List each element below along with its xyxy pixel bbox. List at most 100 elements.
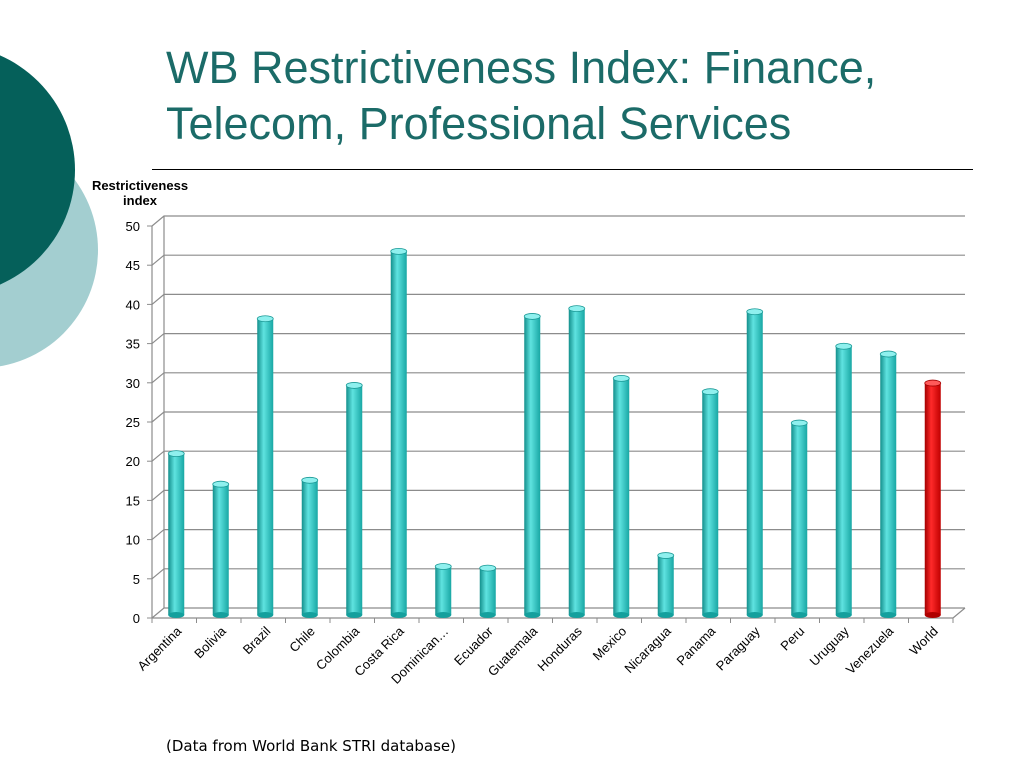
y-tick-label: 25 bbox=[126, 415, 140, 430]
bar-world bbox=[924, 379, 942, 618]
y-tick-label: 15 bbox=[126, 493, 140, 508]
y-tick-label: 5 bbox=[133, 572, 140, 587]
bar-body bbox=[835, 346, 852, 615]
bar-ecuador bbox=[479, 564, 497, 618]
x-tick-label: Honduras bbox=[534, 623, 585, 674]
bar-base bbox=[880, 612, 897, 618]
bar-body bbox=[390, 251, 407, 616]
title-divider bbox=[152, 169, 973, 170]
x-tick-label: Paraguay bbox=[713, 623, 763, 673]
gridline bbox=[151, 411, 965, 423]
bar-body bbox=[924, 383, 941, 615]
bar-bolivia bbox=[212, 480, 230, 618]
gridline bbox=[151, 333, 965, 345]
y-tick-label: 50 bbox=[126, 219, 140, 234]
bar-base bbox=[168, 612, 185, 618]
bar-top bbox=[523, 313, 541, 320]
bar-base bbox=[791, 612, 808, 618]
x-tick-label: Mexico bbox=[590, 624, 630, 664]
bar-top bbox=[434, 563, 452, 570]
gridlines bbox=[151, 215, 965, 619]
gridline bbox=[151, 293, 965, 305]
bar-body bbox=[746, 311, 763, 615]
bar-base bbox=[524, 612, 541, 618]
y-axis-title-line-2: index bbox=[123, 193, 157, 208]
y-tick-label: 35 bbox=[126, 337, 140, 352]
y-tick-label: 20 bbox=[126, 454, 140, 469]
bar-uruguay bbox=[835, 342, 853, 618]
y-tick-label: 0 bbox=[133, 611, 140, 626]
y-axis-title-line-1: Restrictiveness bbox=[91, 178, 189, 193]
bar-top bbox=[612, 374, 630, 382]
bar-colombia bbox=[345, 382, 363, 618]
bar-top bbox=[256, 315, 274, 323]
y-tick-label: 10 bbox=[126, 533, 140, 548]
slide-title-line-1: WB Restrictiveness Index: Finance, bbox=[166, 42, 877, 93]
bar-body bbox=[568, 308, 585, 615]
bar-body bbox=[212, 484, 229, 615]
bar-top bbox=[212, 480, 230, 488]
bar-top bbox=[568, 305, 586, 312]
bar-panama bbox=[701, 388, 719, 618]
bar-chile bbox=[301, 476, 319, 618]
bar-dominican bbox=[434, 563, 452, 618]
bar-base bbox=[435, 612, 452, 618]
bar-top bbox=[790, 419, 808, 427]
bar-base bbox=[257, 612, 274, 618]
bar-body bbox=[435, 566, 452, 615]
bar-base bbox=[346, 612, 363, 618]
x-tick-labels: Argentina Bolivia Brazil ChileColombiaCosta… bbox=[134, 623, 940, 687]
bar-guatemala bbox=[523, 313, 541, 618]
gridline bbox=[151, 568, 965, 580]
y-tick-labels: 0 5 10 15 20 25 30 35 40 45 50 bbox=[126, 219, 140, 626]
bar-top bbox=[701, 388, 719, 396]
axes bbox=[147, 225, 966, 623]
bar-base bbox=[924, 612, 941, 618]
x-tick-label: Argentina bbox=[134, 623, 185, 674]
x-tick-label: Venezuela bbox=[843, 623, 897, 677]
bar-body bbox=[791, 423, 808, 615]
bar-body bbox=[702, 391, 719, 615]
x-tick-label: Nicaragua bbox=[621, 623, 674, 676]
bar-base bbox=[613, 612, 630, 618]
decorative-circles bbox=[0, 55, 98, 367]
bar-brazil bbox=[256, 315, 274, 618]
bar-base bbox=[479, 612, 496, 618]
x-tick-label: Bolivia bbox=[191, 623, 229, 661]
bar-base bbox=[657, 612, 674, 618]
slide-title-line-2: Telecom, Professional Services bbox=[166, 98, 792, 149]
bar-body bbox=[479, 568, 496, 615]
gridline bbox=[151, 489, 965, 501]
bar-base bbox=[746, 612, 763, 618]
gridline bbox=[151, 450, 965, 462]
slide-title: WB Restrictiveness Index: Finance, Telec… bbox=[166, 40, 1006, 152]
source-note: (Data from World Bank STRI database) bbox=[166, 737, 457, 755]
bar-base bbox=[390, 612, 407, 618]
gridline bbox=[151, 215, 965, 227]
bar-top bbox=[835, 342, 853, 350]
x-tick-label: Brazil bbox=[240, 623, 274, 657]
gridline bbox=[151, 528, 965, 541]
bar-top bbox=[657, 552, 675, 559]
x-tick-label: Uruguay bbox=[807, 623, 853, 669]
y-axis-title: Restrictiveness index bbox=[70, 178, 210, 208]
bar-top bbox=[301, 476, 319, 484]
x-tick-label: Peru bbox=[777, 624, 807, 654]
y-tick-label: 40 bbox=[126, 297, 140, 312]
bar-body bbox=[880, 354, 897, 615]
bar-top bbox=[167, 450, 185, 458]
x-tick-label: World bbox=[906, 624, 940, 658]
bar-body bbox=[301, 480, 318, 615]
bar-paraguay bbox=[746, 308, 764, 618]
bar-mexico bbox=[612, 374, 630, 618]
gridline bbox=[151, 254, 965, 266]
x-tick-label: Chile bbox=[286, 624, 318, 656]
x-tick-label: Panama bbox=[674, 623, 719, 668]
bar-honduras bbox=[568, 305, 586, 618]
y-tick-label: 30 bbox=[126, 376, 140, 391]
bar-body bbox=[346, 385, 363, 615]
bar-base bbox=[568, 612, 585, 618]
bar-argentina bbox=[167, 450, 185, 618]
bar-top bbox=[390, 247, 408, 255]
